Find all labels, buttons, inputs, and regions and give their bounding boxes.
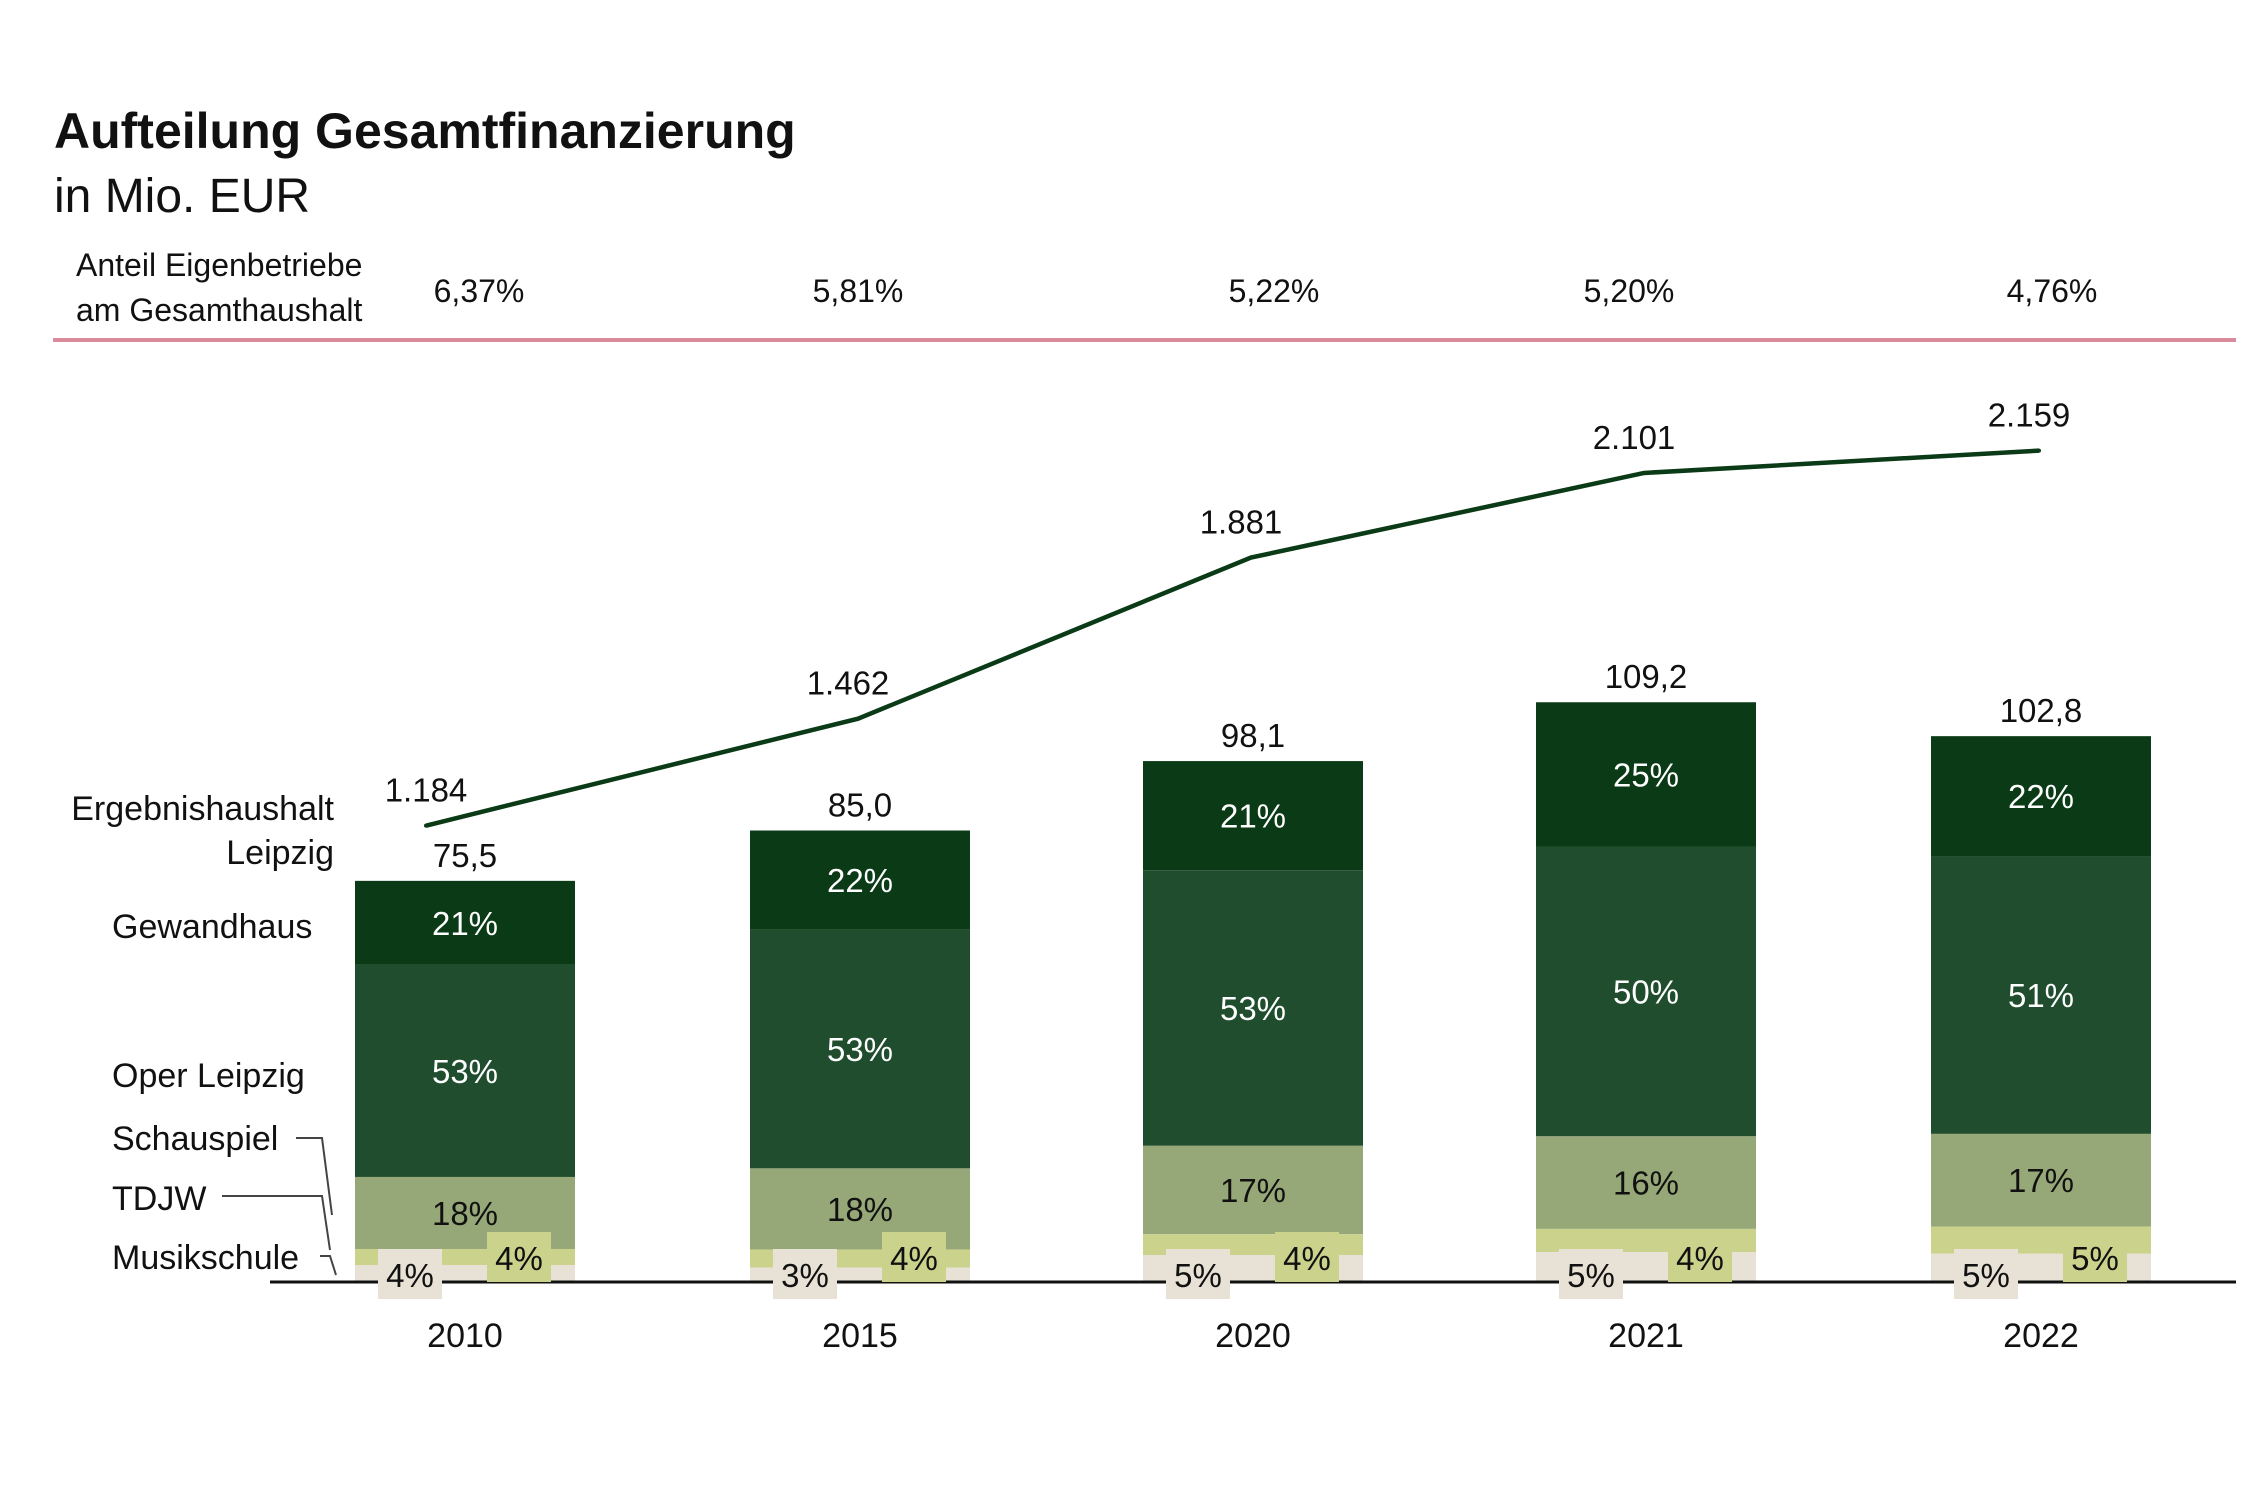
bar-segment-oper-leipzig xyxy=(1536,846,1756,1137)
bar-segment-oper-leipzig xyxy=(1931,856,2151,1134)
line-value-label: 2.101 xyxy=(1593,419,1676,456)
line-value-label: 1.462 xyxy=(807,665,890,702)
segment-label: 53% xyxy=(432,1053,498,1090)
leader-tdjw xyxy=(222,1195,331,1251)
segment-label: 5% xyxy=(1174,1257,1222,1294)
segment-label: 3% xyxy=(781,1257,829,1294)
legend-gewandhaus: Gewandhaus xyxy=(112,908,312,946)
bar-total-label: 85,0 xyxy=(828,787,892,824)
segment-label: 53% xyxy=(827,1031,893,1068)
segment-label: 21% xyxy=(1220,798,1286,835)
segment-label: 22% xyxy=(827,862,893,899)
line-point xyxy=(424,823,428,828)
legend-musikschule: Musikschule xyxy=(112,1239,299,1277)
x-tick-label: 2022 xyxy=(2003,1317,2079,1355)
segment-label: 50% xyxy=(1613,974,1679,1011)
legend-line-label-1: Ergebnishaushalt xyxy=(71,790,334,828)
bar-total-label: 102,8 xyxy=(2000,692,2083,729)
share-value: 5,22% xyxy=(1229,273,1320,309)
bar-segment-oper-leipzig xyxy=(1143,870,1363,1146)
share-value: 6,37% xyxy=(434,273,525,309)
line-value-label: 1.184 xyxy=(385,772,468,809)
segment-label: 17% xyxy=(2008,1162,2074,1199)
share-value: 5,81% xyxy=(813,273,904,309)
legend-schauspiel: Schauspiel xyxy=(112,1120,278,1158)
bar-total-label: 75,5 xyxy=(433,837,497,874)
segment-label: 18% xyxy=(432,1195,498,1232)
segment-label-box xyxy=(1954,1249,2018,1299)
line-value-label: 1.881 xyxy=(1200,504,1283,541)
segment-label: 17% xyxy=(1220,1172,1286,1209)
segment-label-box xyxy=(773,1249,837,1299)
x-tick-label: 2020 xyxy=(1215,1317,1291,1355)
share-label-line2: am Gesamthaushalt xyxy=(76,292,362,328)
share-value: 4,76% xyxy=(2007,273,2098,309)
bar-segment-oper-leipzig xyxy=(750,929,970,1169)
bar-segment-schauspiel xyxy=(1143,1145,1363,1235)
x-tick-label: 2021 xyxy=(1608,1317,1684,1355)
bar-total-label: 109,2 xyxy=(1605,658,1688,695)
x-tick-label: 2015 xyxy=(822,1317,898,1355)
segment-label-box xyxy=(487,1232,551,1282)
legend-oper-leipzig: Oper Leipzig xyxy=(112,1057,305,1095)
segment-label: 4% xyxy=(1676,1240,1724,1277)
bar-total-label: 98,1 xyxy=(1221,717,1285,754)
segment-label: 5% xyxy=(1567,1257,1615,1294)
segment-label: 16% xyxy=(1613,1165,1679,1202)
share-value: 5,20% xyxy=(1584,273,1675,309)
line-point xyxy=(1249,555,1253,560)
segment-label-box xyxy=(378,1249,442,1299)
bar-segment-schauspiel xyxy=(1931,1133,2151,1227)
leader-schauspiel xyxy=(296,1137,333,1216)
line-point xyxy=(856,716,860,721)
line-point xyxy=(1642,470,1646,475)
segment-label: 4% xyxy=(1283,1240,1331,1277)
segment-label: 4% xyxy=(890,1240,938,1277)
x-tick-label: 2010 xyxy=(427,1317,503,1355)
legend-line-label-2: Leipzig xyxy=(226,834,334,872)
segment-label: 21% xyxy=(432,905,498,942)
segment-label: 22% xyxy=(2008,778,2074,815)
segment-label-box xyxy=(2063,1232,2127,1282)
line-point xyxy=(2037,448,2041,453)
segment-label: 25% xyxy=(1613,757,1679,794)
segment-label: 4% xyxy=(386,1257,434,1294)
bar-segment-gewandhaus xyxy=(1536,702,1756,847)
bar-segment-gewandhaus xyxy=(750,830,970,930)
line-value-label: 2.159 xyxy=(1988,397,2071,434)
leader-musikschule xyxy=(320,1255,337,1276)
segment-label: 4% xyxy=(495,1240,543,1277)
segment-label: 5% xyxy=(1962,1257,2010,1294)
segment-label-box xyxy=(1275,1232,1339,1282)
segment-label: 51% xyxy=(2008,977,2074,1014)
legend-tdjw: TDJW xyxy=(112,1180,206,1218)
segment-label: 53% xyxy=(1220,990,1286,1027)
chart-subtitle: in Mio. EUR xyxy=(54,170,310,223)
bar-segment-gewandhaus xyxy=(1143,761,1363,871)
chart-title: Aufteilung Gesamtfinanzierung xyxy=(54,103,796,159)
segment-label-box xyxy=(1166,1249,1230,1299)
segment-label-box xyxy=(882,1232,946,1282)
segment-label-box xyxy=(1668,1232,1732,1282)
segment-label: 18% xyxy=(827,1191,893,1228)
segment-label-box xyxy=(1559,1249,1623,1299)
bar-segment-schauspiel xyxy=(1536,1136,1756,1229)
bar-segment-oper-leipzig xyxy=(355,964,575,1177)
segment-label: 5% xyxy=(2071,1240,2119,1277)
bar-segment-gewandhaus xyxy=(355,880,575,965)
share-label-line1: Anteil Eigenbetriebe xyxy=(76,247,362,283)
bar-segment-gewandhaus xyxy=(1931,736,2151,857)
